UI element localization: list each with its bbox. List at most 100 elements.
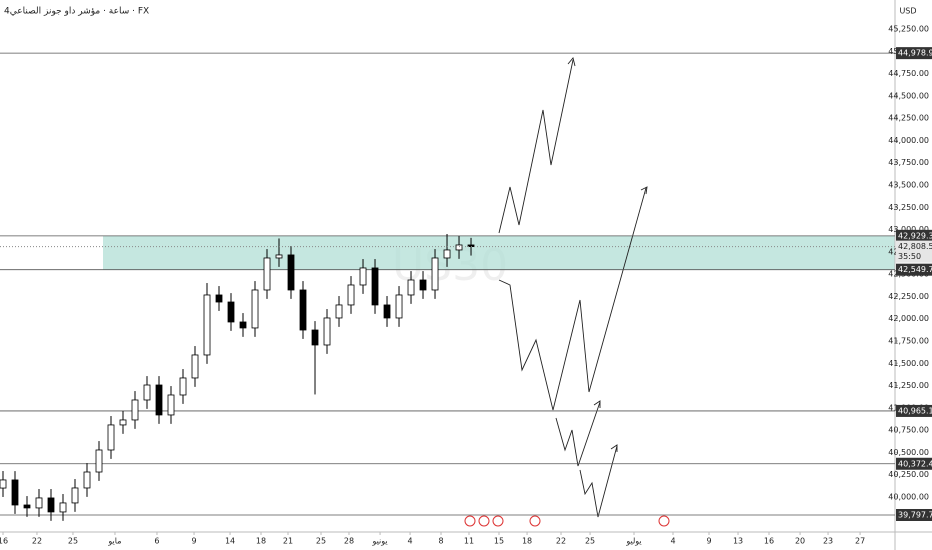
x-tick-label: 4 (670, 537, 675, 546)
y-tick-label: 41,500.00 (888, 359, 929, 368)
projection-path (579, 445, 618, 518)
x-tick-label: 4 (408, 537, 413, 546)
candle-body (239, 321, 247, 329)
candle-body (203, 294, 211, 356)
y-tick-label: 41,250.00 (888, 381, 929, 390)
y-tick-label: 41,750.00 (888, 336, 929, 345)
x-tick-label: يوليو (625, 537, 641, 546)
candle-body (23, 504, 31, 509)
chart-title: 4ساعة · مؤشر داو جونز الصناعي · FX (4, 7, 149, 17)
candle-body (323, 317, 331, 346)
projection-path (555, 401, 601, 467)
candle-body (395, 294, 403, 319)
price-line-tag (896, 263, 932, 276)
x-tick-label: 9 (706, 537, 711, 546)
y-tick-label: 42,000.00 (888, 314, 929, 323)
last-price-tag (896, 240, 932, 263)
x-tick-label: 22 (32, 537, 42, 546)
currency: USD (899, 7, 916, 16)
price-line-label: 42,549.70 (898, 265, 932, 274)
x-tick-label: 13 (733, 537, 743, 546)
candle-body (311, 329, 319, 346)
candle-body (443, 249, 451, 259)
y-tick-label: 42,250.00 (888, 292, 929, 301)
y-tick-label: 44,000.00 (888, 136, 929, 145)
candle-body (359, 267, 367, 286)
y-tick-label: 40,250.00 (888, 470, 929, 479)
candle-body (47, 497, 55, 513)
y-tick-label: 43,750.00 (888, 158, 929, 167)
x-tick-label: 16 (0, 537, 8, 546)
price-line-label: 42,929.30 (898, 231, 932, 240)
candle-body (179, 377, 187, 396)
y-tick-label: 40,000.00 (888, 492, 929, 501)
y-tick-label: 40,500.00 (888, 448, 929, 457)
event-icon (529, 515, 541, 527)
candle-body (227, 301, 235, 323)
candle-body (95, 449, 103, 473)
candle-body (167, 394, 175, 416)
price-line-tag (896, 47, 932, 60)
x-tick-label: مايو (107, 537, 121, 546)
x-tick-label: 14 (225, 537, 235, 546)
candle-body (155, 384, 163, 416)
x-tick-label: 15 (494, 537, 504, 546)
candle-body (287, 254, 295, 291)
y-tick-label: 44,250.00 (888, 114, 929, 123)
candle-body (263, 257, 271, 291)
x-tick-label: 6 (154, 537, 159, 546)
price-line-tag (896, 229, 932, 242)
countdown: 35:50 (898, 252, 921, 261)
price-line-label: 39,797.75 (898, 510, 932, 519)
candle-body (431, 257, 439, 291)
y-tick-label: 43,500.00 (888, 180, 929, 189)
candle-body (407, 279, 415, 296)
projections (498, 57, 648, 518)
y-tick-label: 43,000.00 (888, 225, 929, 234)
candle-body (275, 254, 283, 259)
x-tick-label: 18 (522, 537, 532, 546)
candle-body (251, 289, 259, 329)
candle-body (191, 354, 199, 379)
candle-body (347, 284, 355, 306)
y-tick-label: 44,750.00 (888, 69, 929, 78)
x-tick-label: 9 (192, 537, 197, 546)
zone (103, 235, 895, 270)
x-tick-label: 27 (855, 537, 865, 546)
x-tick-label: 11 (464, 537, 474, 546)
y-tick-label: 43,250.00 (888, 203, 929, 212)
candle-body (215, 294, 223, 303)
price-line-tag (896, 404, 932, 417)
x-tick-label: 16 (764, 537, 774, 546)
candle-body (455, 244, 463, 251)
x-tick-label: يونيو (371, 537, 387, 546)
candle-body (59, 502, 67, 513)
candle-body (131, 399, 139, 421)
x-tick-label: 25 (316, 537, 326, 546)
x-tick-label: 28 (344, 537, 354, 546)
x-tick-label: 25 (68, 537, 78, 546)
candle-body (335, 304, 343, 319)
candle-body (35, 497, 43, 509)
x-tick-label: 18 (256, 537, 266, 546)
event-icon (658, 515, 670, 527)
arrow-head (567, 57, 648, 452)
y-tick-label: 45,250.00 (888, 24, 929, 33)
event-icon (478, 515, 490, 527)
x-tick-label: 21 (283, 537, 293, 546)
x-tick-label: 25 (585, 537, 595, 546)
y-tick-label: 40,750.00 (888, 426, 929, 435)
candle-body (119, 419, 127, 426)
event-icon (492, 515, 504, 527)
price-line-label: 40,372.47 (898, 459, 932, 468)
candle-body (71, 487, 79, 504)
candle-body (299, 289, 307, 331)
price-line-label: 40,965.15 (898, 406, 932, 415)
candle-body (107, 424, 115, 451)
x-tick-label: 20 (795, 537, 805, 546)
candle-body (383, 304, 391, 319)
price-line-tag (896, 508, 932, 521)
candle-body (143, 384, 151, 401)
projection-path (498, 187, 647, 411)
